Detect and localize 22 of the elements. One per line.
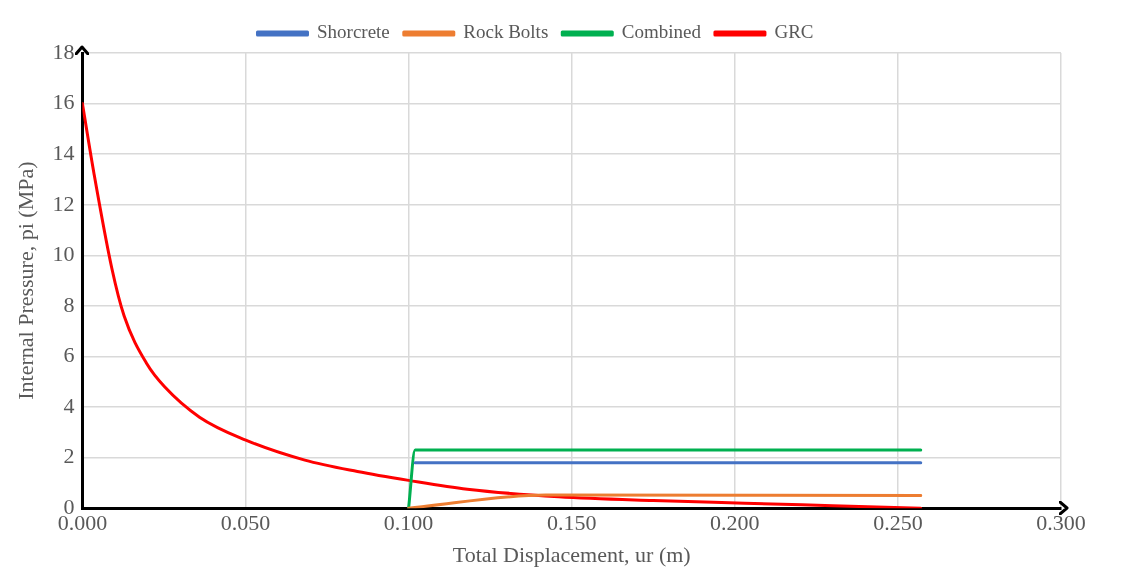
- line-series: [82, 102, 923, 509]
- y-tick-label: 14: [52, 139, 75, 165]
- x-tick-label: 0.300: [1036, 510, 1086, 536]
- legend-label: GRC: [774, 21, 814, 43]
- x-tick-label: 0.250: [873, 510, 923, 536]
- y-axis-title: Internal Pressure, pi (MPa): [12, 161, 38, 400]
- x-tick-label: 0.200: [710, 510, 760, 536]
- y-tick-label: 16: [52, 89, 75, 115]
- legend-label: Combined: [621, 21, 702, 43]
- y-tick-label: 6: [63, 342, 75, 368]
- legend-label: Rock Bolts: [463, 21, 549, 43]
- x-tick-label: 0.100: [383, 510, 434, 536]
- y-tick-label: 18: [52, 38, 75, 64]
- legend-label: Shorcrete: [316, 21, 390, 43]
- y-tick-label: 10: [52, 241, 75, 267]
- x-tick-label: 0.050: [220, 510, 271, 536]
- y-tick-label: 4: [63, 392, 75, 418]
- x-tick-label: 0.150: [546, 510, 597, 536]
- y-tick-label: 8: [63, 291, 75, 317]
- y-tick-label: 2: [63, 443, 75, 469]
- x-axis-title: Total Displacement, ur (m): [452, 541, 691, 567]
- y-tick-label: 12: [52, 190, 75, 216]
